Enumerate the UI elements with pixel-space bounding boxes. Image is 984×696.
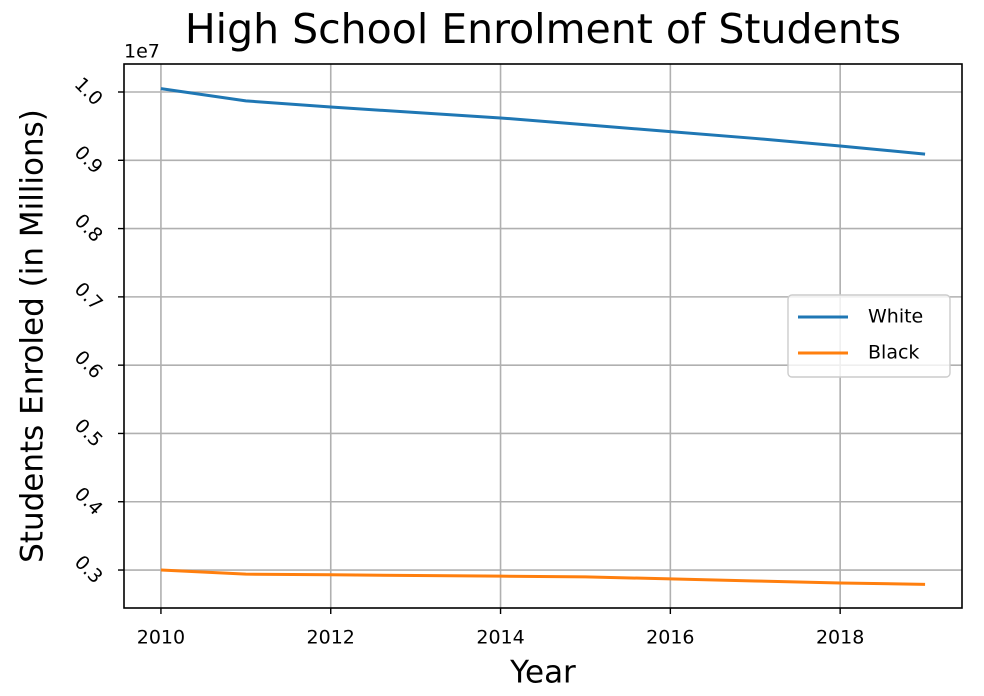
y-tick-label: 0.5 bbox=[70, 415, 107, 452]
data-line bbox=[160, 87, 926, 156]
y-tick-label: 0.7 bbox=[70, 278, 107, 315]
y-tick-label: 0.3 bbox=[70, 551, 107, 588]
legend-label: Black bbox=[868, 342, 919, 364]
chart-title: High School Enrolment of Students bbox=[185, 5, 901, 53]
y-tick-label: 1.0 bbox=[70, 73, 107, 110]
data-line bbox=[160, 568, 926, 586]
x-tick-label: 2014 bbox=[476, 627, 524, 649]
y-tick-label: 0.4 bbox=[70, 483, 107, 520]
legend-label: White bbox=[868, 306, 923, 328]
x-tick-label: 2016 bbox=[646, 627, 694, 649]
legend: White Black bbox=[787, 294, 951, 378]
x-tick-label: 2010 bbox=[137, 627, 185, 649]
y-axis-label: Students Enroled (in Millions) bbox=[15, 109, 51, 563]
y-tick-label: 0.9 bbox=[70, 141, 107, 178]
y-tick-label: 0.8 bbox=[70, 210, 107, 247]
y-tick-label: 0.6 bbox=[70, 346, 107, 383]
y-offset-label: 1e7 bbox=[124, 41, 160, 63]
x-tick-label: 2018 bbox=[816, 627, 864, 649]
x-axis-label: Year bbox=[509, 655, 576, 691]
x-tick-label: 2012 bbox=[307, 627, 355, 649]
plot-frame bbox=[123, 63, 963, 609]
